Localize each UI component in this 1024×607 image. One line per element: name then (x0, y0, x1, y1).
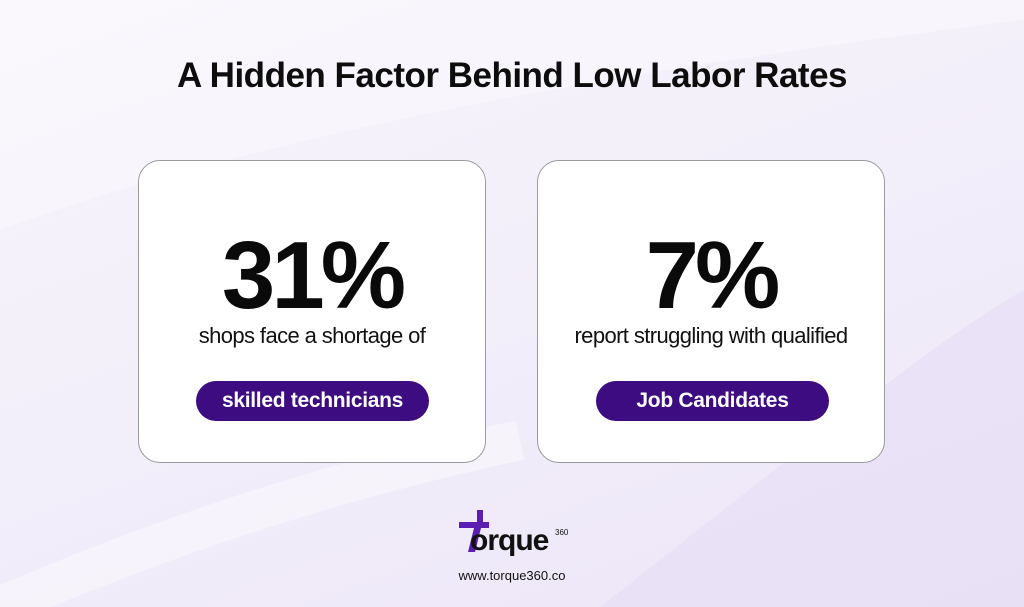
stat-value: 31% (221, 222, 406, 329)
stat-value: 7% (645, 222, 781, 329)
stat-description: report struggling with qualified (574, 323, 848, 348)
stat-description: shops face a shortage of (198, 323, 426, 348)
logo-text: orque (470, 524, 549, 557)
title: A Hidden Factor Behind Low Labor Rates (176, 56, 848, 95)
stat-tag: Job Candidates (596, 381, 829, 421)
website-url: www.torque360.co (458, 568, 566, 583)
stat-card: 31% shops face a shortage of skilled tec… (138, 160, 486, 463)
logo-superscript: 360 (555, 528, 569, 537)
stat-card: 7% report struggling with qualified Job … (537, 160, 885, 463)
logo-icon (459, 510, 489, 552)
stat-tag: skilled technicians (196, 381, 429, 421)
